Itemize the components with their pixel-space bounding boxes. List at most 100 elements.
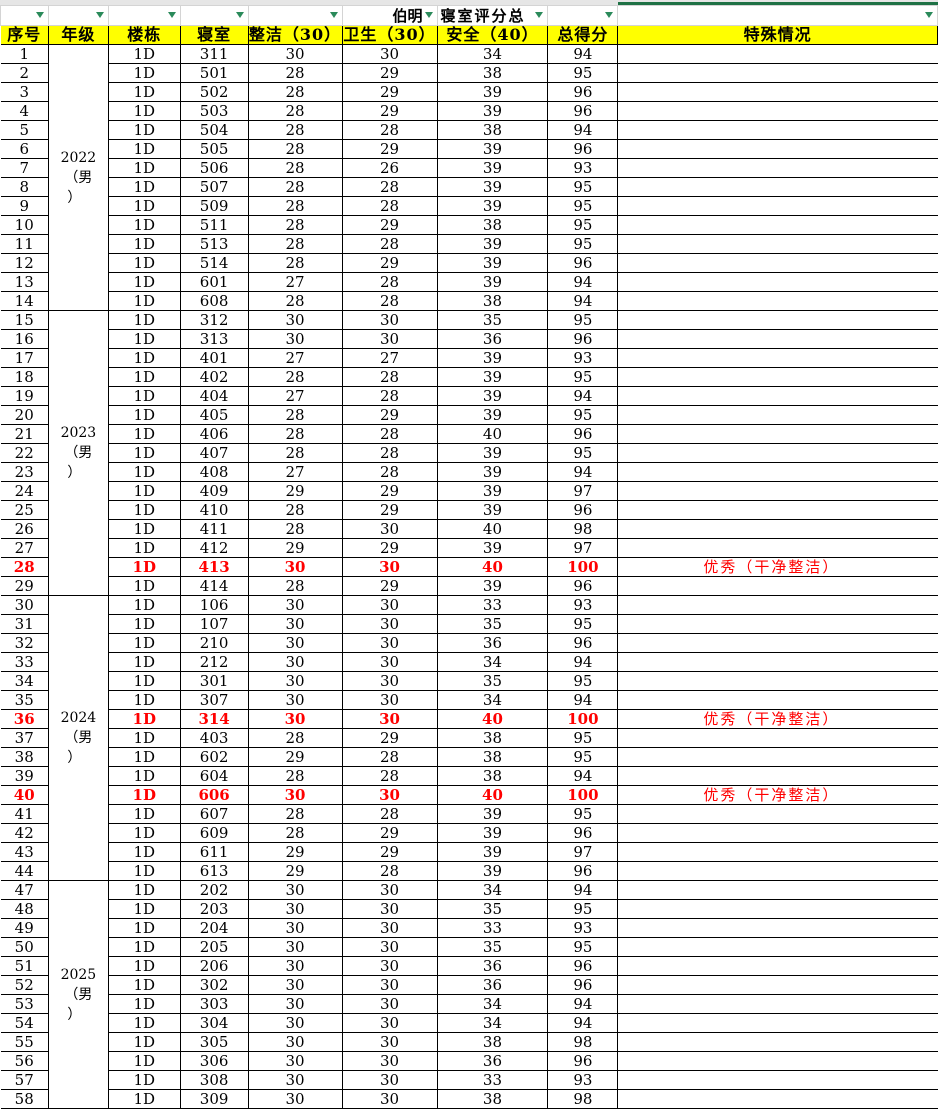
cell-seq[interactable]: 29 — [0, 576, 49, 596]
cell-building[interactable]: 1D — [107, 918, 181, 938]
cell-seq[interactable]: 55 — [0, 1032, 49, 1052]
cell-hygiene[interactable]: 28 — [341, 443, 438, 463]
cell-remarks[interactable] — [617, 633, 938, 653]
cell-total[interactable]: 95 — [547, 367, 619, 387]
cell-total[interactable]: 96 — [547, 823, 619, 843]
filter-dropdown-icon[interactable] — [329, 12, 338, 18]
cell-safety[interactable]: 39 — [436, 82, 549, 102]
cell-remarks[interactable] — [617, 937, 938, 957]
cell-remarks[interactable] — [617, 1051, 938, 1071]
cell-total[interactable]: 95 — [547, 671, 619, 691]
cell-building[interactable]: 1D — [107, 120, 181, 140]
column-header-tidiness[interactable]: 整洁（30） — [247, 25, 343, 45]
cell-hygiene[interactable]: 30 — [341, 614, 438, 634]
cell-remarks[interactable] — [617, 956, 938, 976]
cell-remarks[interactable] — [617, 272, 938, 292]
cell-room[interactable]: 514 — [179, 253, 249, 273]
cell-seq[interactable]: 1 — [0, 44, 49, 64]
cell-seq[interactable]: 18 — [0, 367, 49, 387]
cell-safety[interactable]: 40 — [436, 424, 549, 444]
cell-total[interactable]: 96 — [547, 253, 619, 273]
cell-hygiene[interactable]: 30 — [341, 44, 438, 64]
cell-remarks[interactable] — [617, 899, 938, 919]
cell-safety[interactable]: 38 — [436, 766, 549, 786]
cell-safety[interactable]: 36 — [436, 329, 549, 349]
cell-safety[interactable]: 33 — [436, 918, 549, 938]
cell-safety[interactable]: 38 — [436, 291, 549, 311]
cell-remarks[interactable] — [617, 595, 938, 615]
cell-tidiness[interactable]: 28 — [247, 158, 343, 178]
cell-safety[interactable]: 39 — [436, 272, 549, 292]
cell-total[interactable]: 94 — [547, 44, 619, 64]
cell-tidiness[interactable]: 30 — [247, 1051, 343, 1071]
cell-remarks[interactable]: 优秀（干净整洁） — [617, 709, 938, 729]
cell-remarks[interactable] — [617, 234, 938, 254]
cell-tidiness[interactable]: 29 — [247, 861, 343, 881]
cell-building[interactable]: 1D — [107, 1051, 181, 1071]
cell-remarks[interactable] — [617, 310, 938, 330]
cell-total[interactable]: 96 — [547, 329, 619, 349]
cell-room[interactable]: 408 — [179, 462, 249, 482]
cell-total[interactable]: 97 — [547, 481, 619, 501]
cell-safety[interactable]: 39 — [436, 861, 549, 881]
column-header-building[interactable]: 楼栋 — [107, 25, 181, 45]
cell-building[interactable]: 1D — [107, 728, 181, 748]
cell-room[interactable]: 413 — [179, 557, 249, 577]
cell-tidiness[interactable]: 28 — [247, 766, 343, 786]
cell-total[interactable]: 96 — [547, 500, 619, 520]
cell-room[interactable]: 202 — [179, 880, 249, 900]
cell-tidiness[interactable]: 28 — [247, 120, 343, 140]
cell-room[interactable]: 409 — [179, 481, 249, 501]
cell-safety[interactable]: 39 — [436, 538, 549, 558]
cell-safety[interactable]: 39 — [436, 804, 549, 824]
cell-total[interactable]: 95 — [547, 899, 619, 919]
cell-room[interactable]: 106 — [179, 595, 249, 615]
cell-seq[interactable]: 36 — [0, 709, 49, 729]
cell-safety[interactable]: 40 — [436, 709, 549, 729]
cell-total[interactable]: 95 — [547, 310, 619, 330]
cell-seq[interactable]: 6 — [0, 139, 49, 159]
cell-total[interactable]: 96 — [547, 975, 619, 995]
cell-building[interactable]: 1D — [107, 291, 181, 311]
cell-room[interactable]: 602 — [179, 747, 249, 767]
cell-hygiene[interactable]: 29 — [341, 405, 438, 425]
cell-tidiness[interactable]: 30 — [247, 614, 343, 634]
cell-remarks[interactable] — [617, 918, 938, 938]
cell-seq[interactable]: 19 — [0, 386, 49, 406]
cell-seq[interactable]: 9 — [0, 196, 49, 216]
cell-building[interactable]: 1D — [107, 177, 181, 197]
cell-safety[interactable]: 39 — [436, 158, 549, 178]
cell-safety[interactable]: 36 — [436, 1051, 549, 1071]
cell-building[interactable]: 1D — [107, 804, 181, 824]
cell-tidiness[interactable]: 27 — [247, 462, 343, 482]
cell-remarks[interactable] — [617, 1032, 938, 1052]
cell-building[interactable]: 1D — [107, 1070, 181, 1090]
cell-room[interactable]: 401 — [179, 348, 249, 368]
cell-building[interactable]: 1D — [107, 614, 181, 634]
cell-seq[interactable]: 26 — [0, 519, 49, 539]
cell-tidiness[interactable]: 28 — [247, 177, 343, 197]
cell-room[interactable]: 405 — [179, 405, 249, 425]
cell-room[interactable]: 313 — [179, 329, 249, 349]
cell-hygiene[interactable]: 30 — [341, 329, 438, 349]
cell-seq[interactable]: 32 — [0, 633, 49, 653]
cell-building[interactable]: 1D — [107, 367, 181, 387]
cell-building[interactable]: 1D — [107, 462, 181, 482]
filter-cell[interactable] — [247, 5, 343, 26]
cell-safety[interactable]: 39 — [436, 386, 549, 406]
cell-room[interactable]: 513 — [179, 234, 249, 254]
cell-building[interactable]: 1D — [107, 557, 181, 577]
cell-seq[interactable]: 7 — [0, 158, 49, 178]
column-header-seq[interactable]: 序号 — [0, 25, 49, 45]
cell-tidiness[interactable]: 30 — [247, 709, 343, 729]
cell-remarks[interactable] — [617, 1013, 938, 1033]
cell-safety[interactable]: 36 — [436, 975, 549, 995]
cell-safety[interactable]: 39 — [436, 348, 549, 368]
cell-hygiene[interactable]: 30 — [341, 310, 438, 330]
cell-building[interactable]: 1D — [107, 538, 181, 558]
cell-building[interactable]: 1D — [107, 1032, 181, 1052]
cell-total[interactable]: 95 — [547, 614, 619, 634]
cell-room[interactable]: 414 — [179, 576, 249, 596]
cell-hygiene[interactable]: 29 — [341, 101, 438, 121]
cell-tidiness[interactable]: 30 — [247, 937, 343, 957]
